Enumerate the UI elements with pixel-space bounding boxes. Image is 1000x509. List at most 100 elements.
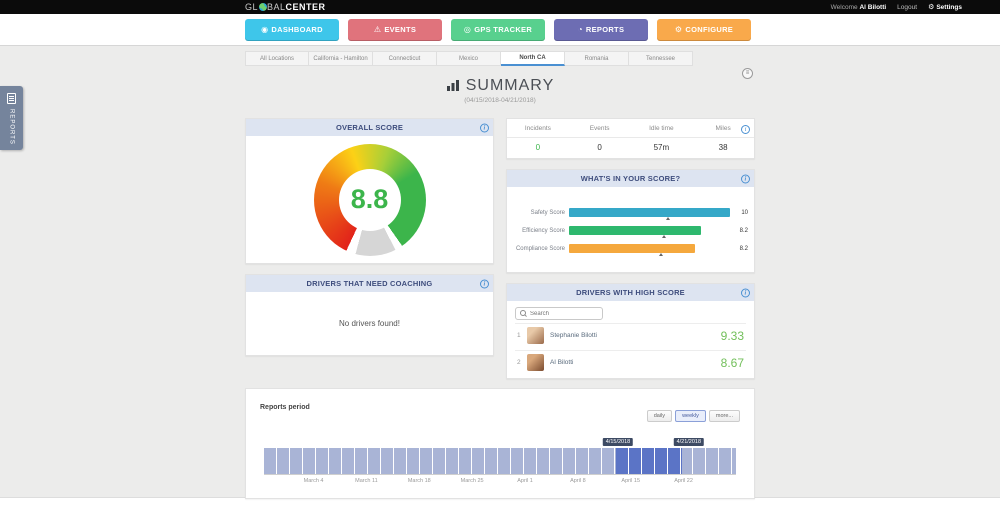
nav-dashboard-button[interactable]: ◉ DASHBOARD (245, 18, 339, 41)
reports-side-tab[interactable]: REPORTS (0, 86, 23, 150)
score-label: Safety Score (530, 209, 565, 216)
page-title: SUMMARY (245, 77, 755, 95)
tab-california-hamilton[interactable]: California - Hamilton (309, 51, 373, 66)
benchmark-marker-icon (665, 217, 670, 220)
nav-gps-tracker-button[interactable]: ◎ GPS TRACKER (451, 18, 545, 41)
nav-reports-button[interactable]: ◔ REPORTS (554, 18, 648, 41)
configure-gear-icon: ⚙ (674, 25, 683, 34)
report-document-icon (7, 93, 16, 104)
high-score-panel: DRIVERS WITH HIGH SCORE i 1 Stephanie Bi… (506, 283, 755, 379)
high-score-header: DRIVERS WITH HIGH SCORE i (507, 284, 754, 301)
daily-button[interactable]: daily (646, 410, 673, 422)
tab-romania[interactable]: Romania (565, 51, 629, 66)
period-buttons: daily weekly more... (646, 410, 740, 422)
warning-icon: ⚠ (373, 25, 382, 34)
benchmark-marker-icon (659, 253, 664, 256)
date-range: (04/15/2018-04/21/2018) (464, 97, 536, 104)
selection-end-tooltip: 4/21/2018 (673, 438, 705, 446)
driver-name: Al Bilotti (550, 359, 574, 366)
nav-events-button[interactable]: ⚠ EVENTS (348, 18, 442, 41)
user-name: Al Bilotti (859, 3, 887, 11)
tab-north-ca[interactable]: North CA (501, 51, 565, 66)
brand-text-gl: GL (245, 2, 259, 12)
side-tab-label: REPORTS (8, 109, 15, 145)
score-bar-track (569, 208, 730, 220)
pie-chart-icon: ◔ (577, 25, 583, 34)
axis-label: March 4 (303, 478, 324, 484)
axis-label: April 1 (517, 478, 533, 484)
driver-search-input[interactable] (530, 310, 596, 317)
axis-label: April 15 (621, 478, 641, 484)
score-label: Compliance Score (515, 245, 565, 252)
tab-mexico[interactable]: Mexico (437, 51, 501, 66)
stats-value-idle-time: 57m (630, 137, 693, 158)
overall-score-gauge: 8.8 (313, 143, 426, 256)
location-tabs: All Locations California - Hamilton Conn… (245, 51, 755, 66)
tab-connecticut[interactable]: Connecticut (373, 51, 437, 66)
driver-avatar (527, 354, 544, 371)
driver-rank: 2 (517, 359, 521, 366)
globe-icon (258, 3, 267, 11)
axis-label: March 11 (355, 478, 378, 484)
timeline-bars[interactable] (264, 448, 736, 475)
chart-context-menu-icon[interactable]: ≡ (742, 68, 753, 79)
stats-header-idle-time: Idle time (649, 125, 674, 132)
stats-value-miles: 38 (692, 137, 754, 158)
driver-search-box (515, 307, 603, 320)
driver-name: Stephanie Bilotti (550, 332, 597, 339)
overall-score-header: OVERALL SCORE i (246, 119, 493, 136)
driver-avatar (527, 327, 544, 344)
gear-icon: ⚙ (928, 4, 935, 11)
stats-panel: i Incidents Events Idle time Miles 0 0 5… (506, 118, 755, 159)
brand-text-center: CENTER (285, 2, 326, 12)
axis-label: April 22 (674, 478, 693, 484)
score-bar (569, 244, 695, 253)
timeline-axis: March 4 March 11 March 18 March 25 April… (264, 478, 736, 488)
nav-configure-button[interactable]: ⚙ CONFIGURE (657, 18, 751, 41)
tab-all-locations[interactable]: All Locations (245, 51, 309, 66)
info-icon[interactable]: i (741, 125, 750, 134)
driver-row[interactable]: 1 Stephanie Bilotti 9.33 (515, 323, 746, 347)
info-icon[interactable]: i (741, 288, 750, 297)
stats-header-row: Incidents Events Idle time Miles (507, 119, 754, 137)
logout-link[interactable]: Logout (897, 3, 918, 11)
timeline-selection[interactable] (616, 448, 682, 474)
overall-score-panel: OVERALL SCORE i 8.8 (245, 118, 494, 264)
tab-tennessee[interactable]: Tennessee (629, 51, 693, 66)
coaching-empty-message: No drivers found! (339, 319, 400, 328)
selection-start-tooltip: 4/15/2018 (602, 438, 634, 446)
info-icon[interactable]: i (741, 174, 750, 183)
brand-logo[interactable]: GL BAL CENTER (245, 0, 326, 14)
stats-value-events: 0 (568, 137, 631, 158)
bar-chart-icon (446, 80, 459, 91)
gauge-ring (313, 143, 426, 256)
score-bar-track (569, 226, 730, 238)
main-nav: ◉ DASHBOARD ⚠ EVENTS ◎ GPS TRACKER ◔ REPORTS… (0, 14, 1000, 46)
settings-link[interactable]: ⚙ Settings (928, 3, 962, 12)
reports-timeline-chart: 4/15/2018 4/21/2018 March 4 March 11 Mar… (264, 438, 736, 488)
score-bar (569, 226, 702, 235)
topbar: GL BAL CENTER Welcome Al Bilotti Logout ⚙ S… (0, 0, 1000, 14)
driver-score: 9.33 (720, 328, 744, 343)
benchmark-marker-icon (662, 235, 667, 238)
driver-rank: 1 (517, 332, 521, 339)
stats-header-events: Events (589, 125, 610, 132)
score-bar-track (569, 244, 730, 256)
weekly-button[interactable]: weekly (675, 410, 706, 422)
score-breakdown-panel: WHAT'S IN YOUR SCORE? i Safety Score 10 (506, 169, 755, 273)
score-breakdown-header: WHAT'S IN YOUR SCORE? i (507, 170, 754, 187)
coaching-panel: DRIVERS THAT NEED COACHING i No drivers … (245, 274, 494, 356)
coaching-header: DRIVERS THAT NEED COACHING i (246, 275, 493, 292)
gps-target-icon: ◎ (463, 25, 472, 34)
driver-row[interactable]: 2 Al Bilotti 8.67 (515, 350, 746, 374)
info-icon[interactable]: i (480, 279, 489, 288)
score-value: 8.2 (739, 227, 748, 234)
score-row-efficiency: Efficiency Score 8.2 (509, 226, 748, 238)
stats-header-incidents: Incidents (524, 125, 551, 132)
score-label: Efficiency Score (522, 227, 565, 234)
score-bar (569, 208, 730, 217)
info-icon[interactable]: i (480, 123, 489, 132)
score-row-compliance: Compliance Score 8.2 (509, 244, 748, 256)
more-button[interactable]: more... (708, 410, 740, 422)
stats-header-miles: Miles (715, 125, 731, 132)
